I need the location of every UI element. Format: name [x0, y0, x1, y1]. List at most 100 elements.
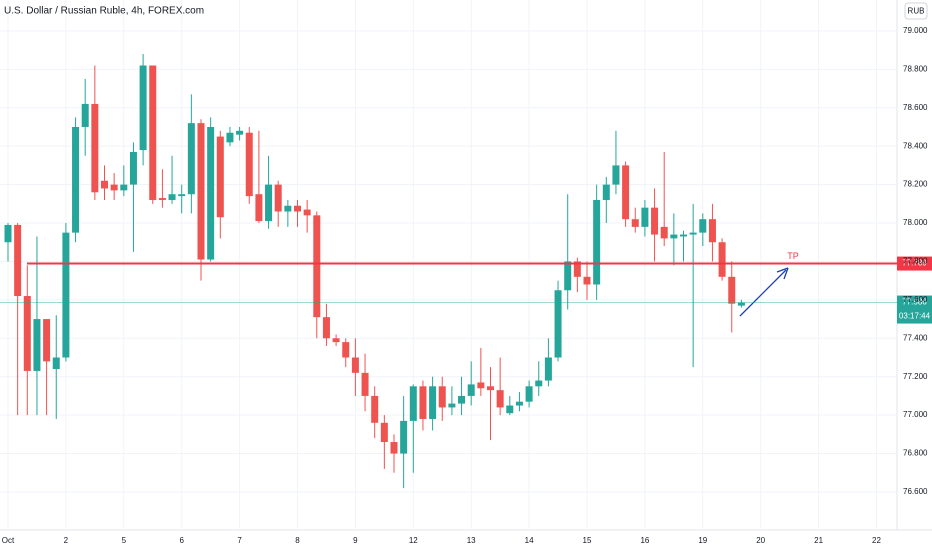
candle-body	[506, 405, 514, 414]
candle-body	[593, 199, 601, 285]
candle-body	[351, 357, 359, 373]
countdown-label: 03:17:44	[899, 312, 931, 321]
y-tick-label: 78.000	[903, 218, 928, 227]
candle-body	[680, 234, 687, 237]
candle-body	[651, 207, 659, 235]
candle-body	[400, 420, 408, 454]
candle-body	[23, 296, 31, 371]
currency-button[interactable]	[904, 2, 928, 20]
candle-body	[342, 342, 350, 358]
x-tick-label: 12	[409, 536, 418, 545]
candle-body	[699, 219, 707, 233]
y-tick-label: 77.000	[903, 410, 928, 419]
candle-body	[573, 261, 581, 277]
candle-body	[187, 123, 195, 195]
candle-body	[52, 357, 60, 370]
y-tick-label: 78.200	[903, 180, 928, 189]
candle-body	[660, 226, 668, 239]
candle-body	[622, 165, 630, 220]
x-tick-label: 8	[295, 536, 300, 545]
x-tick-label: 9	[353, 536, 358, 545]
candle-body	[535, 380, 543, 387]
candle-body	[515, 401, 523, 406]
x-tick-label: 5	[122, 536, 127, 545]
candle-body	[265, 184, 273, 222]
x-tick-label: 22	[872, 536, 881, 545]
candle-body	[332, 338, 340, 343]
candle-body	[708, 219, 716, 243]
candle-body	[274, 184, 282, 212]
candles	[4, 53, 745, 489]
y-tick-label: 78.400	[903, 141, 928, 150]
x-tick-label: 6	[179, 536, 184, 545]
candle-body	[477, 382, 485, 389]
candle-body	[255, 194, 263, 222]
y-tick-label: 77.200	[903, 372, 928, 381]
candle-body	[728, 276, 736, 304]
candle-body	[467, 384, 475, 396]
candle-body	[236, 130, 244, 135]
candle-body	[110, 184, 118, 191]
y-tick-label: 77.800	[903, 257, 928, 266]
candle-body	[178, 194, 186, 197]
last-price-box	[897, 295, 932, 324]
tp-text: TP	[787, 251, 799, 261]
candle-body	[419, 386, 427, 419]
last-price-label: 77.586	[902, 298, 927, 307]
candle-body	[544, 357, 552, 381]
x-tick-label: 2	[64, 536, 69, 545]
y-tick-label: 76.600	[903, 487, 928, 496]
tp-price-box	[897, 256, 932, 271]
x-tick-label: 7	[237, 536, 242, 545]
y-tick-label: 78.600	[903, 103, 928, 112]
candle-body	[380, 422, 388, 443]
candle-body	[554, 290, 562, 358]
x-tick-label: 15	[583, 536, 592, 545]
candle-body	[158, 198, 166, 200]
candle-body	[294, 205, 301, 212]
drawing-arrow	[739, 269, 787, 317]
x-tick-label: 13	[467, 536, 476, 545]
candle-body	[207, 126, 215, 260]
currency-label[interactable]: RUB	[908, 7, 925, 16]
candle-body	[583, 276, 591, 285]
candle-body	[313, 215, 321, 318]
candle-body	[216, 136, 224, 218]
x-tick-label: 16	[640, 536, 649, 545]
candle-body	[670, 234, 678, 239]
x-tick-label: 19	[698, 536, 707, 545]
candle-body	[168, 194, 176, 200]
grid	[0, 0, 897, 530]
candle-body	[91, 103, 99, 193]
candle-body	[448, 403, 456, 408]
candle-body	[612, 165, 620, 185]
candle-body	[361, 372, 369, 396]
candle-body	[303, 209, 311, 216]
candle-body	[226, 132, 234, 143]
tp-price-label: 77.789	[902, 259, 927, 268]
candle-body	[718, 242, 726, 277]
candle-body	[525, 386, 533, 402]
y-tick-label: 77.600	[903, 295, 928, 304]
candle-body	[120, 184, 128, 191]
candle-body	[631, 219, 639, 227]
y-tick-label: 77.400	[903, 333, 928, 342]
candle-body	[14, 224, 22, 297]
candle-body	[496, 390, 504, 408]
candle-body	[429, 386, 437, 419]
y-tick-label: 79.000	[903, 26, 928, 35]
candle-body	[4, 224, 12, 243]
y-tick-label: 76.800	[903, 449, 928, 458]
candle-body	[409, 386, 417, 421]
candle-body	[689, 232, 697, 235]
arrow-head	[776, 267, 789, 280]
candle-body	[149, 65, 157, 200]
x-tick-label: Oct	[2, 536, 15, 545]
candle-body	[602, 184, 610, 200]
candle-body	[33, 319, 41, 371]
candle-body	[43, 319, 51, 362]
candle-body	[81, 103, 89, 127]
candle-body	[101, 180, 108, 189]
x-tick-label: 20	[756, 536, 765, 545]
